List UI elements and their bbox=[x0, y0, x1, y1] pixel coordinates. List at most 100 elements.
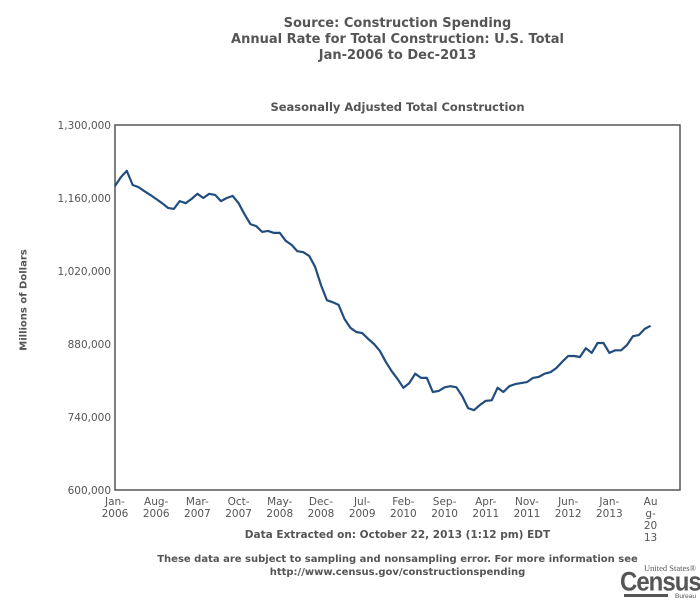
data-point[interactable] bbox=[583, 346, 588, 351]
data-point[interactable] bbox=[430, 389, 435, 394]
data-point[interactable] bbox=[460, 394, 465, 399]
data-point[interactable] bbox=[277, 230, 282, 235]
data-point[interactable] bbox=[242, 212, 247, 217]
x-tick-label: Jun-2012 bbox=[555, 496, 582, 520]
data-point[interactable] bbox=[113, 184, 118, 189]
data-point[interactable] bbox=[124, 168, 129, 173]
data-point[interactable] bbox=[213, 192, 218, 197]
data-point[interactable] bbox=[495, 385, 500, 390]
data-point[interactable] bbox=[507, 384, 512, 389]
data-point[interactable] bbox=[395, 376, 400, 381]
data-point[interactable] bbox=[189, 197, 194, 202]
data-point[interactable] bbox=[230, 193, 235, 198]
data-point[interactable] bbox=[248, 222, 253, 227]
x-tick-label: Mar-2007 bbox=[184, 496, 211, 520]
data-point[interactable] bbox=[130, 182, 135, 187]
data-point[interactable] bbox=[165, 205, 170, 210]
data-point[interactable] bbox=[472, 408, 477, 413]
data-point[interactable] bbox=[442, 385, 447, 390]
x-tick-label: Jul-2009 bbox=[349, 496, 376, 520]
data-point[interactable] bbox=[148, 192, 153, 197]
data-point[interactable] bbox=[542, 371, 547, 376]
data-point[interactable] bbox=[413, 371, 418, 376]
data-point[interactable] bbox=[536, 374, 541, 379]
data-point[interactable] bbox=[619, 348, 624, 353]
data-point[interactable] bbox=[142, 189, 147, 194]
data-point[interactable] bbox=[572, 353, 577, 358]
data-point[interactable] bbox=[318, 283, 323, 288]
x-tick-label: Jan-2006 bbox=[102, 496, 129, 520]
data-point[interactable] bbox=[625, 343, 630, 348]
data-point[interactable] bbox=[419, 375, 424, 380]
data-point[interactable] bbox=[371, 342, 376, 347]
data-point[interactable] bbox=[289, 242, 294, 247]
data-point[interactable] bbox=[424, 375, 429, 380]
data-point[interactable] bbox=[307, 253, 312, 258]
data-point[interactable] bbox=[630, 334, 635, 339]
data-point[interactable] bbox=[401, 385, 406, 390]
data-point[interactable] bbox=[118, 175, 123, 180]
data-point[interactable] bbox=[454, 385, 459, 390]
data-point[interactable] bbox=[448, 384, 453, 389]
data-point[interactable] bbox=[207, 191, 212, 196]
data-point[interactable] bbox=[348, 325, 353, 330]
data-point[interactable] bbox=[183, 201, 188, 206]
data-point[interactable] bbox=[354, 330, 359, 335]
data-point[interactable] bbox=[271, 230, 276, 235]
data-point[interactable] bbox=[313, 264, 318, 269]
data-point[interactable] bbox=[407, 381, 412, 386]
data-point[interactable] bbox=[489, 398, 494, 403]
data-point[interactable] bbox=[177, 199, 182, 204]
data-point[interactable] bbox=[324, 298, 329, 303]
data-point[interactable] bbox=[466, 406, 471, 411]
data-point[interactable] bbox=[601, 340, 606, 345]
data-point[interactable] bbox=[154, 197, 159, 202]
data-point[interactable] bbox=[201, 196, 206, 201]
data-point[interactable] bbox=[283, 238, 288, 243]
sampling-note-text: These data are subject to sampling and n… bbox=[157, 554, 638, 565]
data-point[interactable] bbox=[160, 201, 165, 206]
data-point[interactable] bbox=[171, 206, 176, 211]
data-point[interactable] bbox=[236, 201, 241, 206]
data-point[interactable] bbox=[513, 382, 518, 387]
data-point[interactable] bbox=[360, 331, 365, 336]
data-point[interactable] bbox=[342, 316, 347, 321]
data-point[interactable] bbox=[195, 191, 200, 196]
data-point[interactable] bbox=[566, 353, 571, 358]
data-point[interactable] bbox=[224, 196, 229, 201]
data-point[interactable] bbox=[554, 365, 559, 370]
data-point[interactable] bbox=[477, 403, 482, 408]
data-point[interactable] bbox=[607, 350, 612, 355]
census-link[interactable]: http://www.census.gov/constructionspendi… bbox=[269, 567, 526, 578]
data-point[interactable] bbox=[636, 333, 641, 338]
data-point[interactable] bbox=[560, 359, 565, 364]
data-point[interactable] bbox=[301, 250, 306, 255]
data-point[interactable] bbox=[136, 185, 141, 190]
data-point[interactable] bbox=[436, 388, 441, 393]
data-point[interactable] bbox=[613, 348, 618, 353]
data-point[interactable] bbox=[383, 359, 388, 364]
data-point[interactable] bbox=[519, 381, 524, 386]
data-point[interactable] bbox=[642, 326, 647, 331]
logo-bar bbox=[624, 594, 668, 597]
data-point[interactable] bbox=[389, 369, 394, 374]
data-point[interactable] bbox=[548, 370, 553, 375]
data-point[interactable] bbox=[266, 228, 271, 233]
data-point[interactable] bbox=[377, 348, 382, 353]
data-point[interactable] bbox=[330, 300, 335, 305]
data-point[interactable] bbox=[260, 229, 265, 234]
data-point[interactable] bbox=[648, 323, 653, 328]
data-point[interactable] bbox=[366, 336, 371, 341]
data-point[interactable] bbox=[254, 224, 259, 229]
data-point[interactable] bbox=[483, 398, 488, 403]
data-point[interactable] bbox=[530, 375, 535, 380]
data-point[interactable] bbox=[501, 389, 506, 394]
data-point[interactable] bbox=[295, 249, 300, 254]
data-point[interactable] bbox=[218, 199, 223, 204]
data-point[interactable] bbox=[595, 340, 600, 345]
data-point[interactable] bbox=[524, 380, 529, 385]
data-point[interactable] bbox=[336, 302, 341, 307]
data-point[interactable] bbox=[577, 355, 582, 360]
data-point[interactable] bbox=[589, 350, 594, 355]
